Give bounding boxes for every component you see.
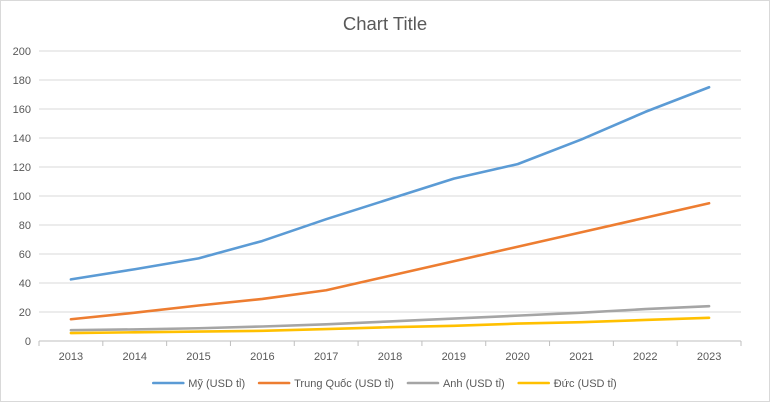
x-tick-label: 2018 (378, 351, 402, 363)
x-tick-label: 2023 (697, 351, 721, 363)
y-axis-ticks: 0 20 40 60 80 100 120 140 160 180 200 (13, 46, 31, 348)
y-tick-label: 80 (19, 220, 31, 232)
legend-item: Đức (USD tỉ) (517, 378, 617, 390)
y-tick-label: 0 (25, 336, 31, 348)
x-tick-label: 2022 (633, 351, 657, 363)
x-tick-label: 2020 (505, 351, 529, 363)
x-axis-ticks: 2013 2014 2015 2016 2017 2018 2019 2020 2021 2022… (38, 341, 742, 363)
legend-label: Mỹ (USD tỉ) (188, 378, 245, 390)
y-tick-label: 160 (13, 104, 31, 116)
y-tick-label: 20 (19, 307, 31, 319)
legend-item: Anh (USD tỉ) (406, 378, 505, 390)
x-tick-label: 2013 (59, 351, 83, 363)
legend-item: Mỹ (USD tỉ) (151, 378, 245, 390)
y-tick-label: 120 (13, 162, 31, 174)
y-tick-label: 200 (13, 46, 31, 58)
series-lines (69, 85, 711, 335)
legend-label: Anh (USD tỉ) (443, 378, 505, 390)
gridlines (39, 50, 741, 342)
x-tick-label: 2016 (250, 351, 274, 363)
x-tick-label: 2019 (442, 351, 466, 363)
y-tick-label: 180 (13, 75, 31, 87)
y-tick-label: 60 (19, 249, 31, 261)
x-tick-label: 2017 (314, 351, 338, 363)
x-tick-label: 2015 (186, 351, 210, 363)
legend-label: Đức (USD tỉ) (554, 378, 617, 390)
x-tick-label: 2014 (122, 351, 146, 363)
y-tick-label: 140 (13, 133, 31, 145)
series-line (69, 85, 711, 281)
series-line (69, 304, 711, 332)
chart-title: Chart Title (343, 13, 427, 34)
series-line (69, 201, 711, 321)
x-tick-label: 2021 (569, 351, 593, 363)
legend-label: Trung Quốc (USD tỉ) (294, 378, 394, 390)
y-tick-label: 40 (19, 278, 31, 290)
series-line (69, 316, 711, 335)
y-tick-label: 100 (13, 191, 31, 203)
legend-item: Trung Quốc (USD tỉ) (257, 378, 394, 390)
legend: Mỹ (USD tỉ) Trung Quốc (USD tỉ) Anh (USD t… (151, 378, 617, 390)
